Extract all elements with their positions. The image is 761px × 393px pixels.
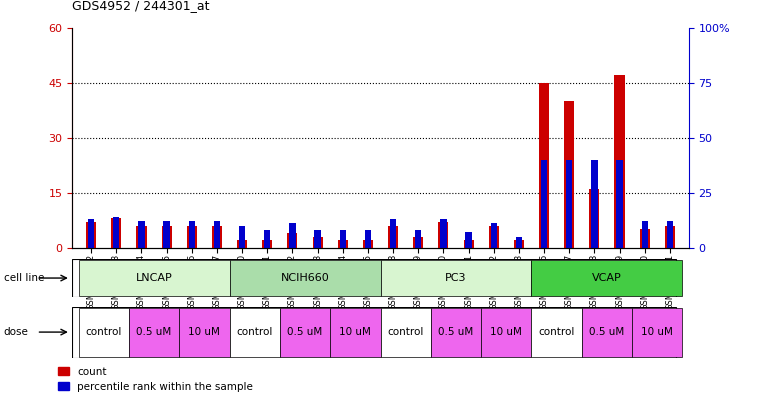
Text: control: control xyxy=(387,327,424,337)
Bar xyxy=(616,160,622,248)
Bar xyxy=(289,223,295,248)
Bar xyxy=(413,237,423,248)
Bar xyxy=(263,240,272,248)
Legend: count, percentile rank within the sample: count, percentile rank within the sample xyxy=(59,367,253,392)
Bar xyxy=(665,226,675,248)
Bar xyxy=(489,226,498,248)
FancyBboxPatch shape xyxy=(129,308,180,356)
FancyBboxPatch shape xyxy=(330,308,380,356)
FancyBboxPatch shape xyxy=(380,308,431,356)
FancyBboxPatch shape xyxy=(280,308,330,356)
Bar xyxy=(214,221,220,248)
FancyBboxPatch shape xyxy=(230,308,280,356)
Bar xyxy=(466,232,472,248)
Bar xyxy=(589,189,600,248)
FancyBboxPatch shape xyxy=(431,308,481,356)
Bar xyxy=(566,160,572,248)
Bar xyxy=(313,237,323,248)
Bar xyxy=(390,219,396,248)
Text: 0.5 uM: 0.5 uM xyxy=(136,327,172,337)
Bar xyxy=(288,233,298,248)
Text: 0.5 uM: 0.5 uM xyxy=(288,327,323,337)
Text: 0.5 uM: 0.5 uM xyxy=(438,327,473,337)
Bar xyxy=(564,101,575,248)
Bar xyxy=(314,230,320,248)
FancyBboxPatch shape xyxy=(72,307,676,358)
Bar xyxy=(541,160,547,248)
Bar xyxy=(591,160,597,248)
Bar xyxy=(365,230,371,248)
Text: 10 uM: 10 uM xyxy=(339,327,371,337)
Bar xyxy=(441,219,447,248)
Bar xyxy=(363,240,373,248)
FancyBboxPatch shape xyxy=(72,259,676,297)
Bar xyxy=(339,230,346,248)
Bar xyxy=(614,75,625,248)
Bar xyxy=(139,221,145,248)
FancyBboxPatch shape xyxy=(481,308,531,356)
Text: VCAP: VCAP xyxy=(592,273,622,283)
Bar xyxy=(539,83,549,248)
Bar xyxy=(438,222,448,248)
Text: PC3: PC3 xyxy=(445,273,466,283)
Bar xyxy=(161,226,172,248)
FancyBboxPatch shape xyxy=(531,260,683,296)
Bar xyxy=(642,221,648,248)
Text: 10 uM: 10 uM xyxy=(189,327,221,337)
Bar xyxy=(164,221,170,248)
Text: 0.5 uM: 0.5 uM xyxy=(589,327,625,337)
Text: dose: dose xyxy=(4,327,29,337)
FancyBboxPatch shape xyxy=(531,308,581,356)
Bar xyxy=(264,230,270,248)
FancyBboxPatch shape xyxy=(632,308,683,356)
Text: control: control xyxy=(539,327,575,337)
FancyBboxPatch shape xyxy=(380,260,531,296)
Text: cell line: cell line xyxy=(4,273,44,283)
Bar xyxy=(415,230,422,248)
Text: control: control xyxy=(85,327,122,337)
Bar xyxy=(516,237,522,248)
Bar xyxy=(239,226,245,248)
FancyBboxPatch shape xyxy=(581,308,632,356)
Bar xyxy=(111,218,121,248)
Text: GDS4952 / 244301_at: GDS4952 / 244301_at xyxy=(72,0,210,12)
FancyBboxPatch shape xyxy=(78,308,129,356)
Bar xyxy=(186,226,197,248)
Text: NCIH660: NCIH660 xyxy=(281,273,330,283)
Bar xyxy=(189,221,195,248)
Bar xyxy=(491,223,497,248)
FancyBboxPatch shape xyxy=(180,308,230,356)
Bar xyxy=(136,226,147,248)
Text: LNCAP: LNCAP xyxy=(135,273,173,283)
Bar xyxy=(237,240,247,248)
Bar xyxy=(113,217,119,248)
Bar xyxy=(338,240,348,248)
Text: 10 uM: 10 uM xyxy=(490,327,522,337)
Bar xyxy=(212,226,222,248)
Bar xyxy=(463,240,473,248)
Bar xyxy=(667,221,673,248)
Bar xyxy=(640,229,650,248)
Bar xyxy=(514,240,524,248)
Text: 10 uM: 10 uM xyxy=(642,327,673,337)
Bar xyxy=(86,222,96,248)
FancyBboxPatch shape xyxy=(78,260,230,296)
FancyBboxPatch shape xyxy=(230,260,380,296)
Text: control: control xyxy=(237,327,273,337)
Bar xyxy=(88,219,94,248)
Bar xyxy=(388,226,398,248)
